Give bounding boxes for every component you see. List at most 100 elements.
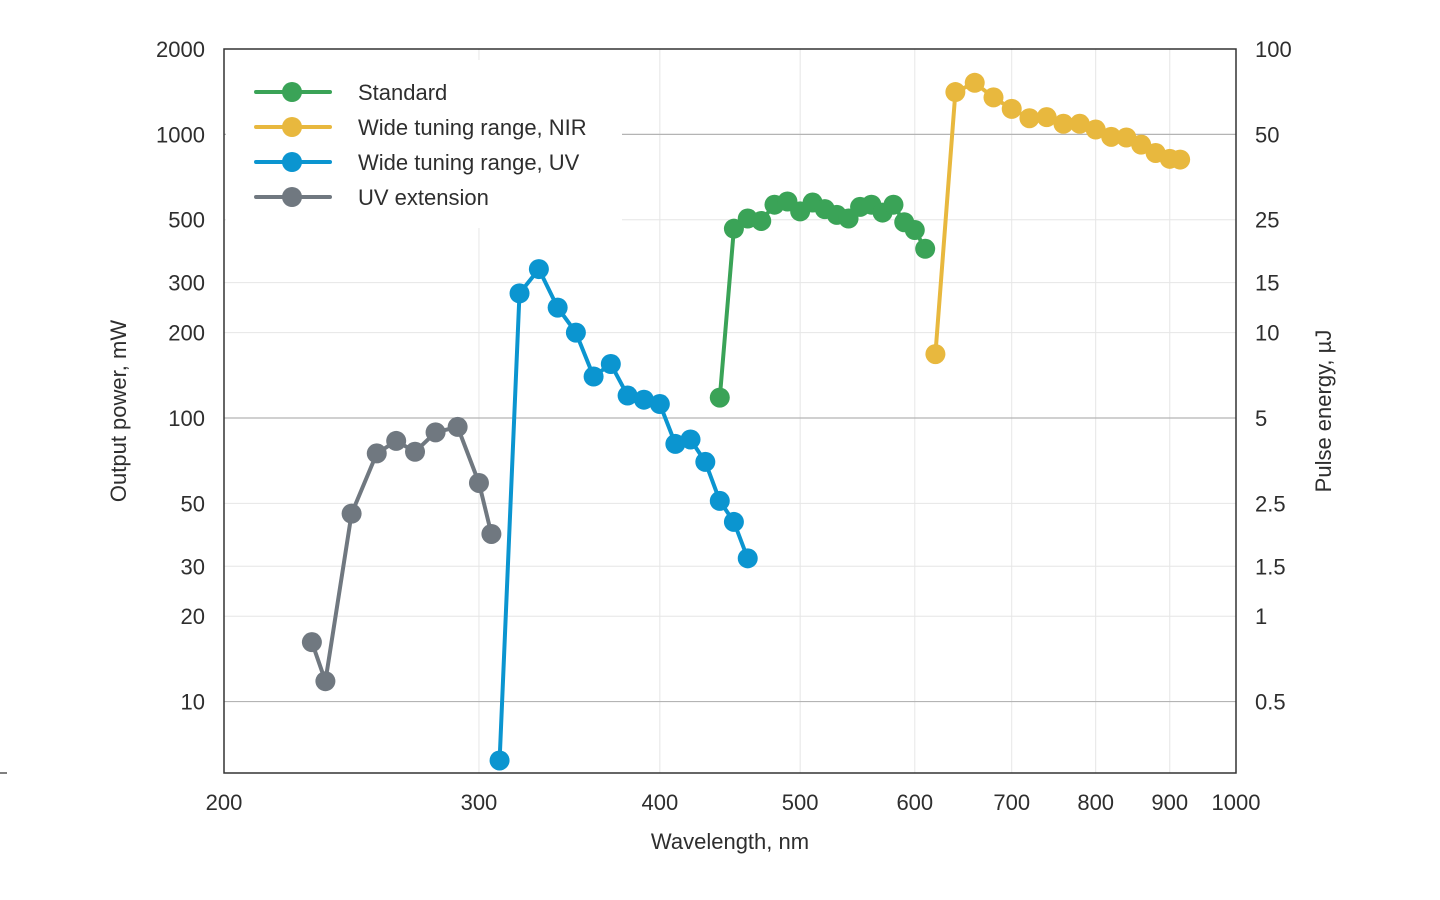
x-tick-label: 1000: [1212, 790, 1261, 815]
x-tick-label: 300: [461, 790, 498, 815]
legend-swatch-marker: [282, 82, 302, 102]
data-point: [680, 429, 701, 450]
x-tick-label: 700: [993, 790, 1030, 815]
data-point: [301, 632, 322, 653]
x-tick-label: 900: [1151, 790, 1188, 815]
data-point: [1069, 113, 1090, 134]
y2-tick-label: 15: [1255, 271, 1279, 296]
series-line: [717, 199, 928, 400]
y2-tick-label: 50: [1255, 122, 1279, 147]
legend-swatch-marker: [282, 117, 302, 137]
series-line: [497, 267, 750, 763]
series-group: [925, 72, 1191, 365]
y2-axis-title: Pulse energy, µJ: [1311, 330, 1336, 493]
grid-lines: [224, 49, 1236, 773]
data-point: [915, 238, 936, 259]
y-tick-label: 10: [181, 690, 205, 715]
y2-tick-label: 1.5: [1255, 554, 1286, 579]
legend-label: Wide tuning range, NIR: [358, 115, 587, 140]
data-point: [1116, 127, 1137, 148]
data-point: [468, 472, 489, 493]
data-point: [447, 416, 468, 437]
y2-tick-label: 0.5: [1255, 690, 1286, 715]
y2-tick-label: 100: [1255, 37, 1292, 62]
data-point: [945, 82, 966, 103]
y-tick-label: 1000: [156, 122, 205, 147]
y-tick-label: 200: [168, 321, 205, 346]
data-point: [723, 218, 744, 239]
data-point: [1053, 113, 1074, 134]
series-group: [709, 191, 936, 408]
legend-swatch-marker: [282, 187, 302, 207]
data-point: [1036, 107, 1057, 128]
data-point: [695, 451, 716, 472]
data-point: [1101, 126, 1122, 147]
data-point: [723, 511, 744, 532]
y-tick-label: 500: [168, 208, 205, 233]
data-point: [386, 430, 407, 451]
data-point: [565, 322, 586, 343]
y2-axis-ticks: 100 50 25 15 10 5 2.5 1.5 1 0.5: [1255, 37, 1292, 715]
y-tick-label: 300: [168, 271, 205, 296]
y-axis-title: Output power, mW: [106, 320, 131, 502]
data-point: [1019, 108, 1040, 129]
data-point: [883, 194, 904, 215]
data-point: [983, 87, 1004, 108]
x-axis-ticks: 200 300 400 500 600 700 800 900 1000: [206, 790, 1261, 815]
y2-tick-label: 2.5: [1255, 491, 1286, 516]
legend-label: Wide tuning range, UV: [358, 150, 580, 175]
data-point: [1131, 134, 1152, 155]
data-point: [425, 422, 446, 443]
data-point: [600, 354, 621, 375]
y2-tick-label: 5: [1255, 406, 1267, 431]
data-point: [547, 297, 568, 318]
y2-tick-label: 10: [1255, 321, 1279, 346]
series-layer: [301, 72, 1191, 771]
x-tick-label: 200: [206, 790, 243, 815]
data-point: [964, 72, 985, 93]
series-line: [309, 424, 494, 684]
series-group: [489, 259, 758, 771]
data-point: [617, 385, 638, 406]
data-point: [1085, 119, 1106, 140]
data-point: [633, 389, 654, 410]
data-point: [665, 433, 686, 454]
x-axis-title: Wavelength, nm: [651, 829, 809, 854]
data-point: [709, 387, 730, 408]
data-point: [366, 443, 387, 464]
y-tick-label: 100: [168, 406, 205, 431]
legend: Standard Wide tuning range, NIR Wide tunin…: [226, 60, 622, 228]
data-point: [481, 523, 502, 544]
data-point: [737, 548, 758, 569]
data-point: [528, 259, 549, 280]
data-point: [583, 366, 604, 387]
y-tick-label: 2000: [156, 37, 205, 62]
data-point: [315, 671, 336, 692]
legend-label: UV extension: [358, 185, 489, 210]
data-point: [649, 394, 670, 415]
series-group: [301, 416, 502, 692]
y-tick-label: 30: [181, 554, 205, 579]
legend-swatch-marker: [282, 152, 302, 172]
x-tick-label: 400: [641, 790, 678, 815]
x-tick-label: 500: [782, 790, 819, 815]
data-point: [1170, 149, 1191, 170]
x-tick-label: 600: [896, 790, 933, 815]
y2-tick-label: 1: [1255, 604, 1267, 629]
legend-label: Standard: [358, 80, 447, 105]
data-point: [489, 750, 510, 771]
data-point: [405, 441, 426, 462]
plot-area-frame: [223, 48, 1237, 774]
y-tick-label: 50: [181, 491, 205, 516]
y-tick-label: 20: [181, 604, 205, 629]
y2-tick-label: 25: [1255, 208, 1279, 233]
data-point: [751, 210, 772, 231]
y-axis-ticks: 2000 1000 500 300 200 100 50 30 20 10: [156, 37, 205, 715]
data-point: [709, 490, 730, 511]
data-point: [925, 344, 946, 365]
data-point: [509, 283, 530, 304]
x-tick-label: 800: [1077, 790, 1114, 815]
data-point: [341, 503, 362, 524]
data-point: [1001, 98, 1022, 119]
